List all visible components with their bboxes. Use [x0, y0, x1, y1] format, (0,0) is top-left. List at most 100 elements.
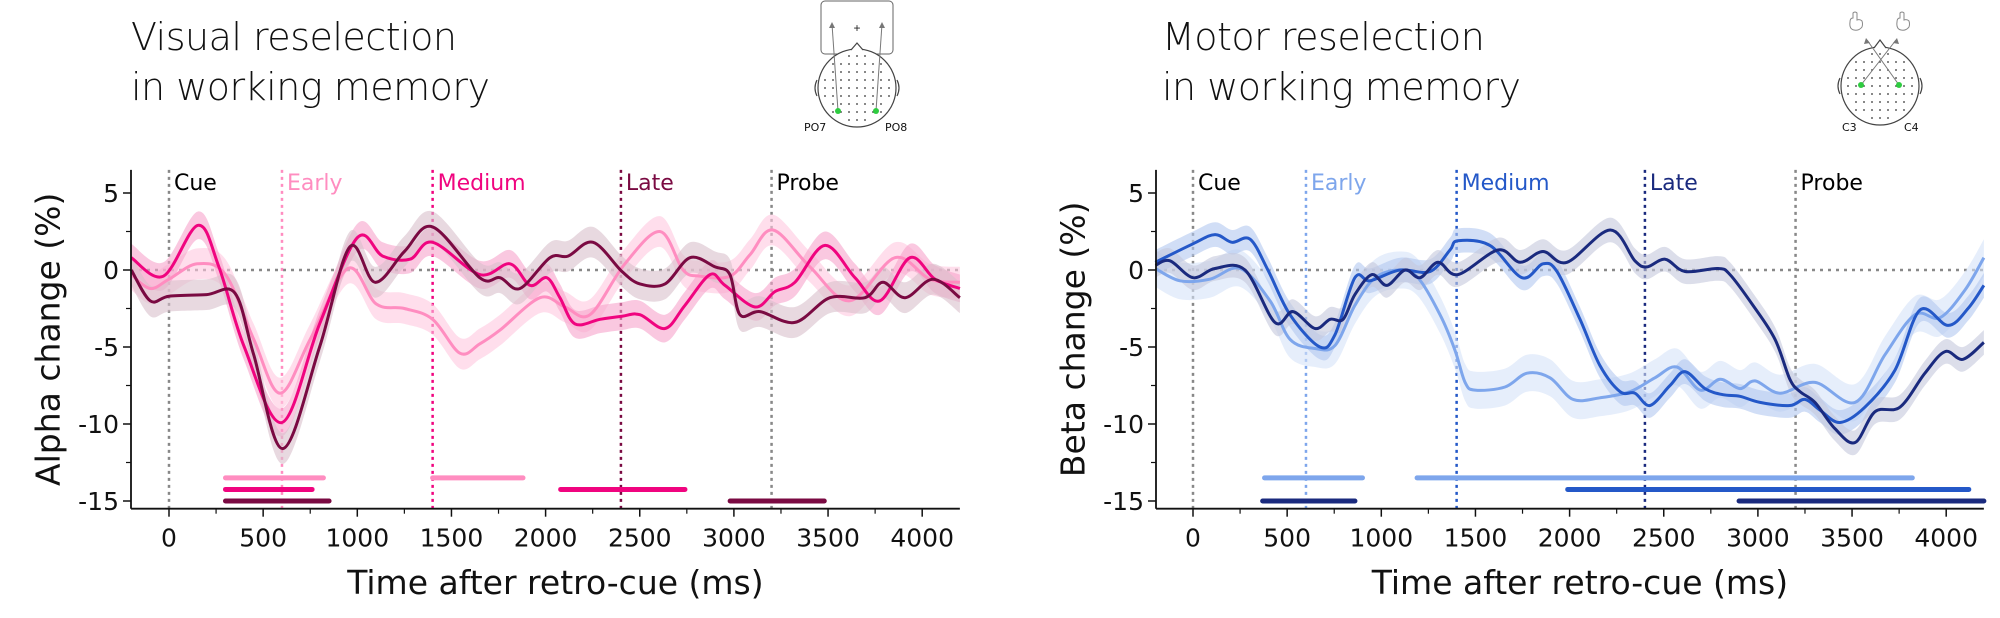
electrode-dot: [1847, 85, 1849, 87]
visual-electrode-head-icon: + PO7 PO8: [804, 0, 907, 134]
electrode-dot: [824, 87, 826, 89]
electrode-dot: [848, 71, 850, 73]
electrode-dot: [832, 103, 834, 105]
motor-x-tick-label: 3500: [1820, 524, 1884, 553]
motor-line-late: [1154, 228, 1985, 445]
electrode-dot: [880, 63, 882, 65]
electrode-dot: [872, 95, 874, 97]
electrode-dot: [1855, 77, 1857, 79]
electrode-dot: [1887, 117, 1889, 119]
electrode-dot: [832, 79, 834, 81]
electrode-c3-marker: [1858, 82, 1864, 88]
visual-line-late: [130, 224, 961, 451]
ear-right-icon: [896, 79, 900, 97]
visual-y-tick-label: -5: [94, 333, 119, 362]
electrode-dot: [848, 103, 850, 105]
electrode-dot: [848, 119, 850, 121]
motor-x-tick-label: 0: [1185, 524, 1201, 553]
electrode-dot: [872, 103, 874, 105]
electrode-dot: [880, 87, 882, 89]
electrode-dot: [1847, 93, 1849, 95]
visual-x-axis-label: Time after retro-cue (ms): [346, 563, 763, 602]
electrode-dot: [1887, 109, 1889, 111]
electrode-dot: [832, 111, 834, 113]
motor-y-tick-label: -10: [1103, 410, 1144, 439]
electrode-dot: [1903, 61, 1905, 63]
electrode-dot: [1879, 69, 1881, 71]
electrode-dot: [1903, 93, 1905, 95]
arrow-right-icon: [1866, 39, 1900, 86]
motor-y-tick-label: -15: [1103, 487, 1144, 516]
right-hand-icon: [1896, 11, 1910, 31]
visual-y-tick-label: 0: [103, 256, 119, 285]
electrode-dot: [1887, 93, 1889, 95]
electrode-dot: [872, 71, 874, 73]
electrode-po8-marker: [873, 108, 879, 114]
motor-x-axis-label: Time after retro-cue (ms): [1371, 563, 1788, 602]
electrode-dot: [872, 87, 874, 89]
electrode-dot: [864, 119, 866, 121]
electrode-dot: [1887, 61, 1889, 63]
electrode-dot: [864, 55, 866, 57]
electrode-dot: [864, 95, 866, 97]
motor-beta-chart: Cue Early Medium Late Probe 5 0 -5 -10 -15 0 500 100…: [1054, 169, 1987, 602]
electrode-dot: [840, 95, 842, 97]
electrode-dot: [1855, 101, 1857, 103]
electrode-dot: [880, 103, 882, 105]
ear-right-icon: [1919, 77, 1923, 95]
motor-event-label-medium: Medium: [1462, 171, 1550, 196]
electrode-dot: [1903, 85, 1905, 87]
arrowhead-left-icon: [1864, 38, 1870, 44]
visual-event-label-early: Early: [287, 171, 343, 196]
electrode-dot: [1871, 109, 1873, 111]
electrode-dot: [840, 63, 842, 65]
electrode-dot: [1887, 101, 1889, 103]
nose-icon: [1873, 39, 1887, 49]
electrode-dot: [1879, 77, 1881, 79]
electrode-dot: [864, 103, 866, 105]
electrode-dot: [848, 79, 850, 81]
visual-line-early: [130, 228, 961, 395]
motor-event-label-probe: Probe: [1801, 171, 1863, 196]
electrode-dot: [1863, 93, 1865, 95]
electrode-dot: [880, 95, 882, 97]
motor-x-tick-label: 2000: [1538, 524, 1602, 553]
motor-event-label-cue: Cue: [1198, 171, 1241, 196]
electrode-dot: [1895, 93, 1897, 95]
electrode-label-po7: PO7: [804, 121, 826, 134]
electrode-dot: [1855, 69, 1857, 71]
electrode-dot: [840, 103, 842, 105]
visual-x-tick-label: 3000: [702, 524, 766, 553]
electrode-dot: [1855, 93, 1857, 95]
visual-x-tick-label: 1000: [325, 524, 389, 553]
motor-x-tick-label: 1500: [1444, 524, 1508, 553]
electrode-dot: [840, 87, 842, 89]
electrode-dot: [1879, 85, 1881, 87]
electrode-dot: [872, 63, 874, 65]
arrowhead-left-icon: [829, 22, 835, 28]
electrode-dot: [856, 119, 858, 121]
electrode-dot: [848, 63, 850, 65]
electrode-dot: [1871, 93, 1873, 95]
electrode-dot: [824, 79, 826, 81]
electrode-dot: [1911, 77, 1913, 79]
electrode-dot: [1911, 85, 1913, 87]
electrode-dot: [1903, 77, 1905, 79]
electrode-dot: [832, 87, 834, 89]
electrode-dot: [1895, 77, 1897, 79]
visual-x-tick-label: 2500: [608, 524, 672, 553]
visual-event-label-medium: Medium: [438, 171, 526, 196]
electrode-po7-marker: [835, 108, 841, 114]
electrode-dot: [848, 95, 850, 97]
visual-event-label-late: Late: [626, 171, 674, 196]
electrode-dot: [864, 63, 866, 65]
visual-title-line-2: in working memory: [131, 65, 490, 109]
electrode-dot: [856, 79, 858, 81]
nose-icon: [850, 42, 864, 51]
motor-event-label-early: Early: [1311, 171, 1367, 196]
electrode-dot: [1895, 69, 1897, 71]
electrode-dots-icon: [824, 55, 890, 121]
arrow-left-icon: [1860, 39, 1897, 86]
left-hand-icon: [1849, 11, 1863, 31]
visual-event-label-probe: Probe: [777, 171, 839, 196]
